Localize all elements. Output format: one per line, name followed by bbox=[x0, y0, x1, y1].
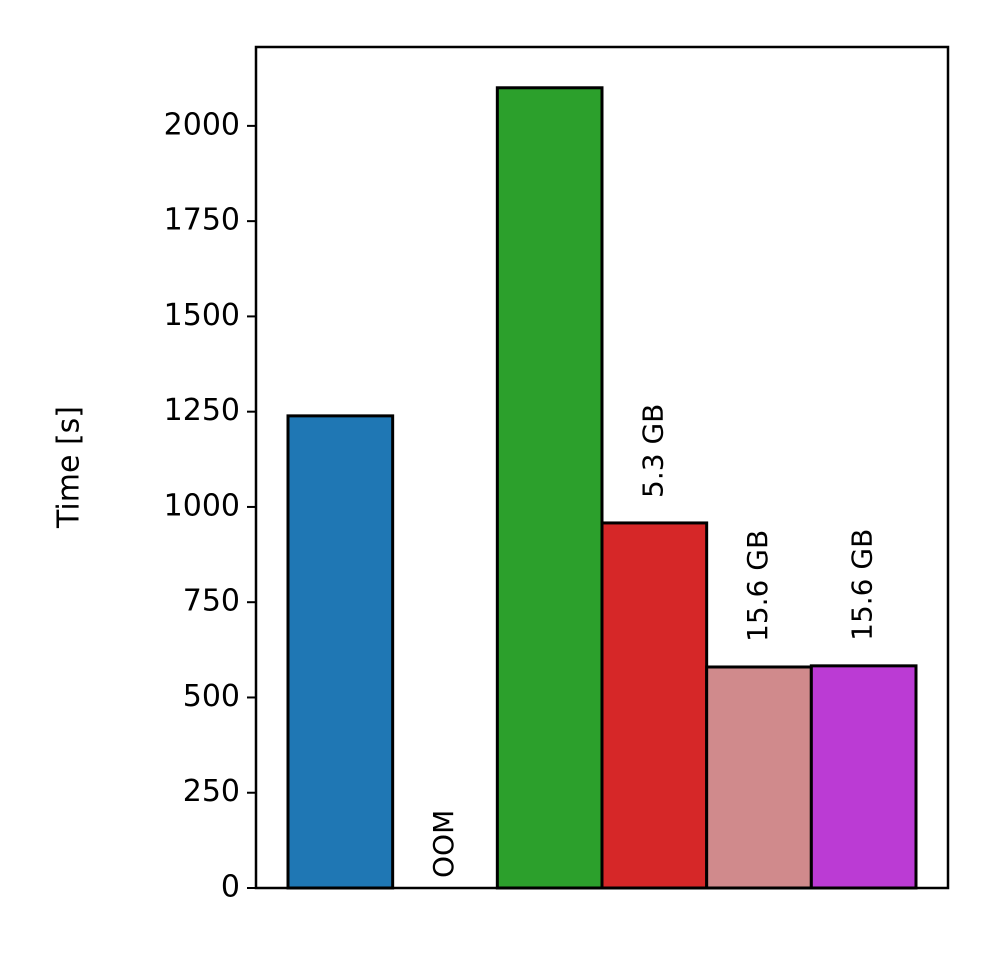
bar-annotation: 5.3 GB bbox=[636, 404, 669, 498]
y-tick-label: 750 bbox=[183, 584, 240, 619]
plot-frame bbox=[254, 45, 950, 890]
bar bbox=[286, 414, 395, 890]
y-tick-label: 1250 bbox=[164, 393, 240, 428]
y-tick-label: 0 bbox=[221, 870, 240, 905]
bar bbox=[809, 664, 918, 890]
y-axis-label: Time [s] bbox=[52, 406, 87, 529]
y-tick-label: 1750 bbox=[164, 203, 240, 238]
y-tick-label: 1000 bbox=[164, 488, 240, 523]
y-tick-label: 500 bbox=[183, 679, 240, 714]
y-tick-label: 250 bbox=[183, 774, 240, 809]
y-tick-label: 1500 bbox=[164, 298, 240, 333]
bar bbox=[705, 665, 813, 890]
bar-annotation: 15.6 GB bbox=[741, 530, 774, 642]
bar-annotation: OOM bbox=[427, 810, 460, 878]
bar bbox=[495, 86, 604, 890]
bar bbox=[600, 521, 709, 890]
bar-annotation: 15.6 GB bbox=[846, 529, 879, 641]
y-tick-label: 2000 bbox=[164, 107, 240, 142]
